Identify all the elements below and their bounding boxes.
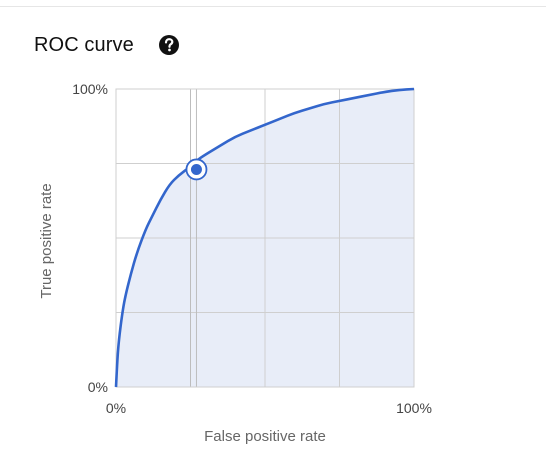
card-header: ROC curve [34, 32, 180, 58]
x-axis-title: False positive rate [204, 428, 326, 445]
card-title: ROC curve [34, 33, 134, 56]
x-tick-label: 0% [106, 400, 126, 416]
selected-threshold-marker[interactable] [185, 158, 208, 181]
top-divider [0, 6, 546, 7]
y-tick-label: 100% [72, 81, 108, 97]
marker-dot [190, 163, 202, 175]
x-tick-label: 100% [396, 400, 432, 416]
y-axis-title: True positive rate [38, 183, 55, 298]
plot-frame [115, 88, 415, 388]
threshold-lines [190, 89, 197, 387]
y-tick-label: 0% [88, 379, 108, 395]
roc-curve-line [114, 87, 415, 388]
question-circle-icon [158, 35, 179, 55]
help-icon[interactable] [158, 34, 180, 56]
